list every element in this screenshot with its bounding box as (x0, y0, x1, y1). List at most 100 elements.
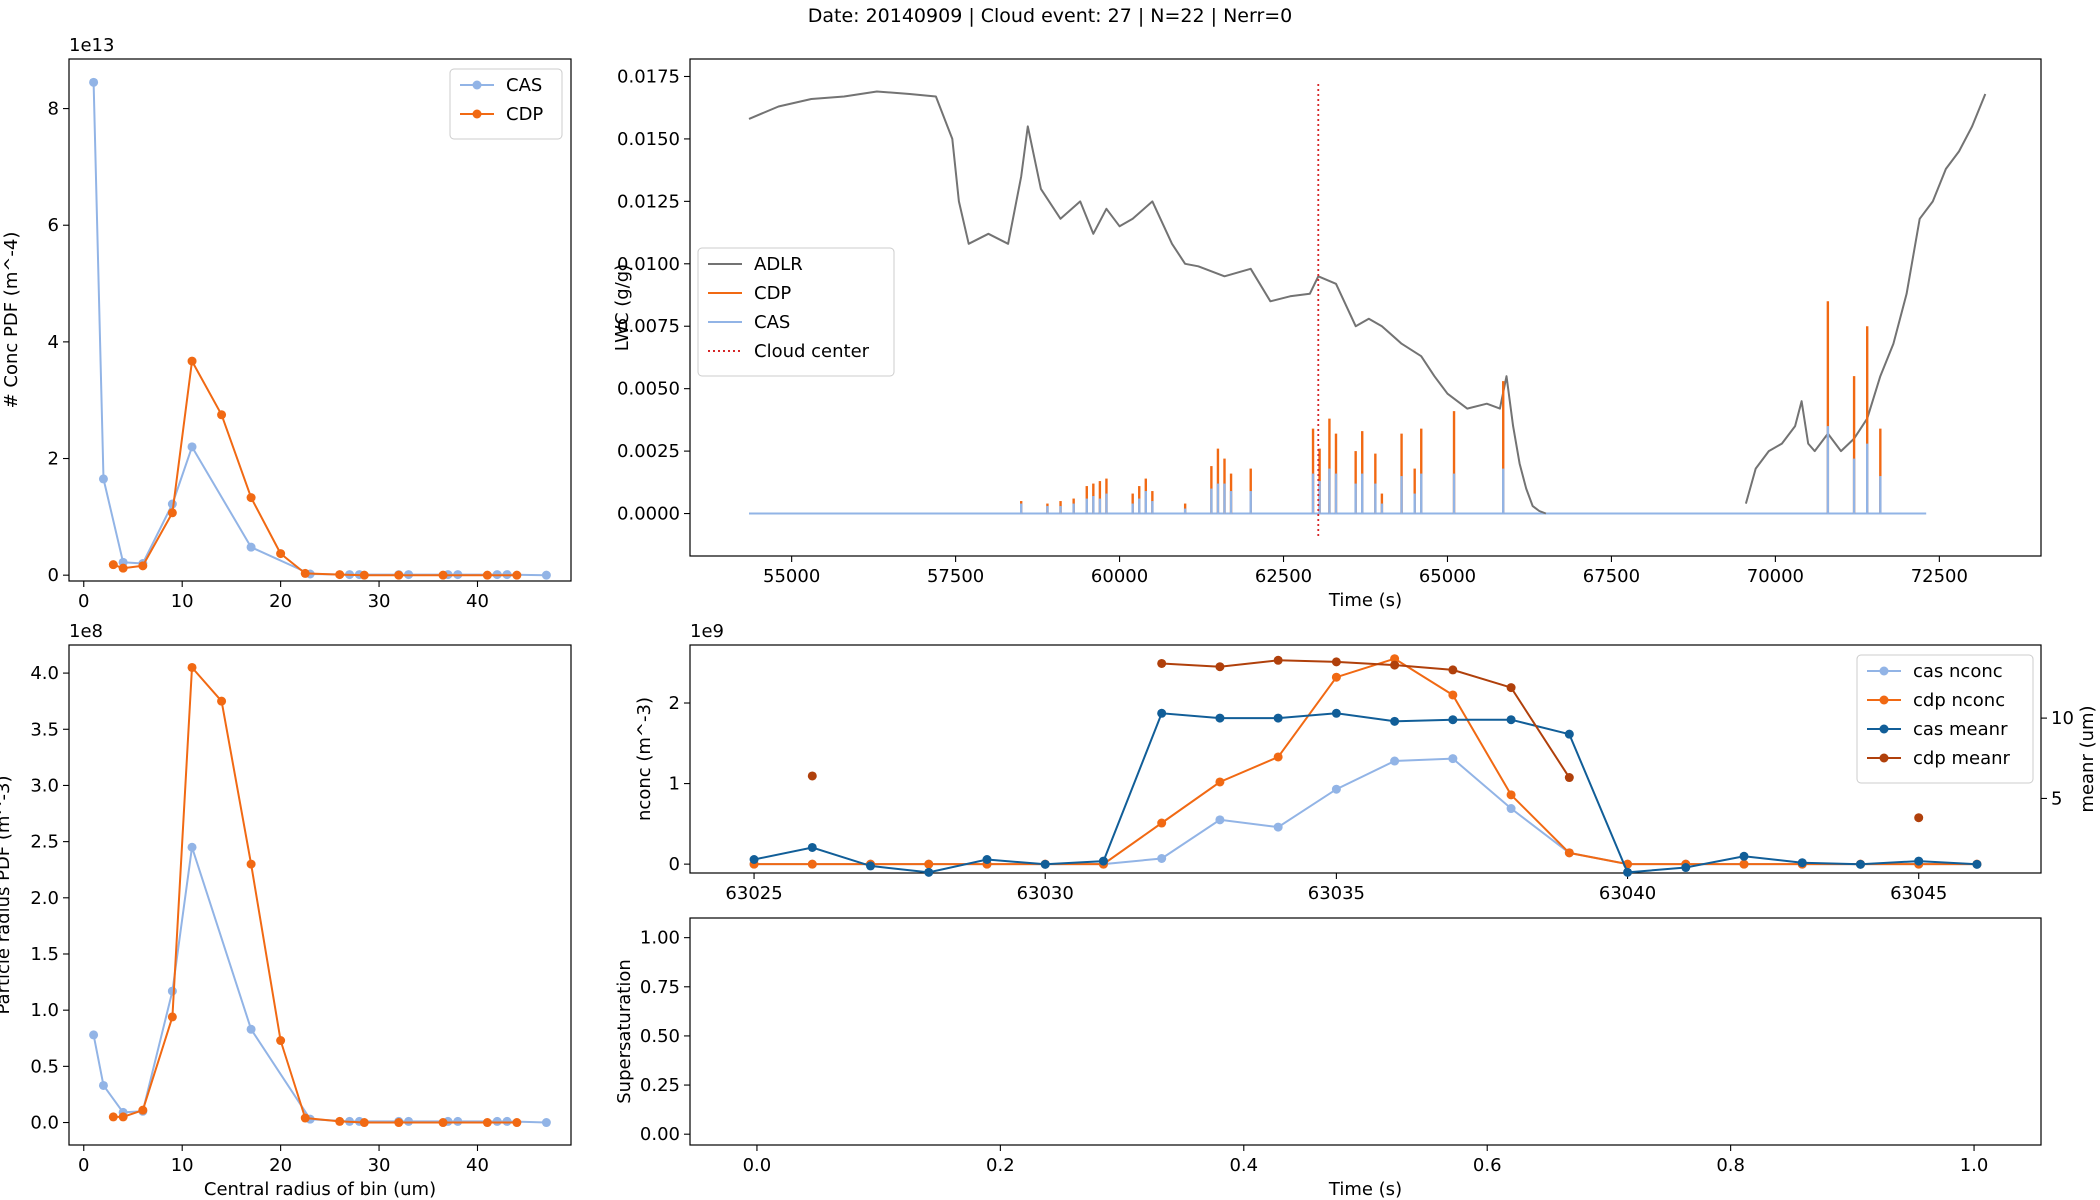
data-point-cdp-meanr (1506, 683, 1516, 693)
y-tick-label: 0.00 (640, 1124, 680, 1145)
y-right-axis-label: meanr (um) (2077, 705, 2098, 812)
x-tick-label: 0.6 (1473, 1155, 1502, 1176)
x-tick-label: 70000 (1747, 566, 1804, 587)
data-point-cdp-nconc (1390, 654, 1400, 664)
legend-label-cas: CAS (754, 312, 790, 333)
data-point-cas (541, 1118, 551, 1128)
y-tick-label: 2 (669, 693, 680, 714)
x-axis-label: Time (s) (1328, 1179, 1402, 1200)
x-tick-label: 67500 (1583, 566, 1640, 587)
axes-frame (68, 644, 572, 1146)
data-point-cdp (108, 1112, 118, 1122)
data-point-cdp (118, 563, 128, 573)
y-tick-label: 0.0125 (617, 191, 680, 212)
data-point-cdp (276, 1036, 286, 1046)
data-point-cdp (276, 549, 286, 559)
data-point-cdp (512, 1118, 522, 1128)
data-point-cas-meanr (924, 867, 934, 877)
data-point-cas (246, 542, 256, 552)
x-tick-label: 65000 (1419, 566, 1476, 587)
data-point-cas (89, 77, 99, 87)
x-axis-label: Central radius of bin (um) (204, 1179, 436, 1200)
legend-label-cas-meanr: cas meanr (1913, 719, 2008, 740)
y-tick-label: 0.0025 (617, 441, 680, 462)
adlr-line (748, 90, 1547, 515)
data-point-cas-meanr (1157, 708, 1167, 718)
y-axis-label: nconc (m^-3) (634, 697, 655, 821)
y-tick-label: 0.5 (30, 1056, 59, 1077)
x-tick-label: 40 (466, 1155, 489, 1176)
y-tick-label: 4.0 (30, 663, 59, 684)
data-point-cdp (138, 1105, 148, 1115)
figure-suptitle: Date: 20140909 | Cloud event: 27 | N=22 … (808, 5, 1293, 27)
y-right-tick-label: 5 (2051, 788, 2062, 809)
series-line-cas-nconc (754, 757, 1977, 866)
data-point-cas (187, 442, 197, 452)
y-axis-label: Particle radius PDF (m^-3) (0, 776, 14, 1015)
y-tick-label: 1.0 (30, 1000, 59, 1021)
y-tick-label: 0.0000 (617, 504, 680, 525)
data-point-cas (541, 570, 551, 580)
data-point-cdp (187, 356, 197, 366)
axes-frame (689, 917, 2042, 1146)
conc-pdf-axes: 0 10 20 30 40 0 2 4 6 8 # Conc PDF (m^-4) 1e13 CAS CD… (1, 35, 572, 612)
data-point-cas-meanr (982, 855, 992, 865)
data-point-cas-meanr (1331, 708, 1341, 718)
data-point-cdp (246, 859, 256, 869)
legend-marker-cas-meanr (1879, 724, 1889, 734)
legend-label-cas-nconc: cas nconc (1913, 661, 2003, 682)
data-point-cas (187, 842, 197, 852)
data-point-cdp-nconc (1448, 690, 1458, 700)
legend-marker-cas-nconc (1879, 666, 1889, 676)
y-tick-label: 0.0175 (617, 66, 680, 87)
data-point-cas-meanr (1914, 856, 1924, 866)
data-point-cdp (438, 570, 448, 580)
data-point-cas-meanr (1855, 859, 1865, 869)
data-point-cas-nconc (1273, 822, 1283, 832)
y-tick-label: 2.5 (30, 832, 59, 853)
x-tick-label: 0 (78, 591, 89, 612)
adlr-line-late (1744, 93, 1987, 504)
data-point-cdp-meanr (1215, 662, 1225, 672)
nconc-time-axes: 63025 63030 63035 63040 63045 0 1 2 nconc (m^-3)… (634, 621, 2098, 904)
data-point-cas (404, 1116, 414, 1126)
data-point-cdp-nconc (1157, 818, 1167, 828)
y-right-tick-label: 10 (2051, 708, 2074, 729)
data-point-cdp (335, 570, 345, 580)
data-point-cas-meanr (1273, 713, 1283, 723)
y-offset-label: 1e9 (690, 621, 724, 642)
data-point-cdp (438, 1118, 448, 1128)
y-tick-label: 1.5 (30, 944, 59, 965)
x-tick-label: 30 (368, 591, 391, 612)
x-tick-label: 0 (78, 1155, 89, 1176)
y-tick-label: 0 (669, 854, 680, 875)
x-tick-label: 20 (269, 1155, 292, 1176)
data-point-cas-meanr (1681, 863, 1691, 873)
data-point-cas-meanr (1390, 716, 1400, 726)
data-point-cas-meanr (866, 861, 876, 871)
data-point-cas-nconc (1331, 784, 1341, 794)
data-point-cdp (335, 1116, 345, 1126)
y-tick-label: 0.0050 (617, 379, 680, 400)
legend-label-cdp-nconc: cdp nconc (1913, 690, 2005, 711)
y-axis-label: LWC (g/g) (612, 264, 633, 351)
data-point-cdp-nconc (1331, 672, 1341, 682)
legend-label-cdp-meanr: cdp meanr (1913, 748, 2011, 769)
data-point-cdp (246, 493, 256, 503)
data-point-cdp (359, 1118, 369, 1128)
y-tick-label: 0.75 (640, 977, 680, 998)
data-point-cdp-meanr (1331, 657, 1341, 667)
x-tick-label: 63025 (725, 883, 782, 904)
data-point-cdp (300, 568, 310, 578)
y-tick-label: 6 (48, 215, 59, 236)
data-point-cdp-nconc (807, 859, 817, 869)
y-tick-label: 0.0100 (617, 254, 680, 275)
data-point-cdp-meanr (1914, 813, 1924, 823)
y-axis-label: # Conc PDF (m^-4) (1, 232, 22, 409)
data-point-cdp-nconc (1215, 777, 1225, 787)
x-axis-label: Time (s) (1328, 590, 1402, 611)
y-tick-label: 0.0075 (617, 316, 680, 337)
x-tick-label: 40 (466, 591, 489, 612)
legend-label-cloud-center: Cloud center (754, 341, 870, 362)
